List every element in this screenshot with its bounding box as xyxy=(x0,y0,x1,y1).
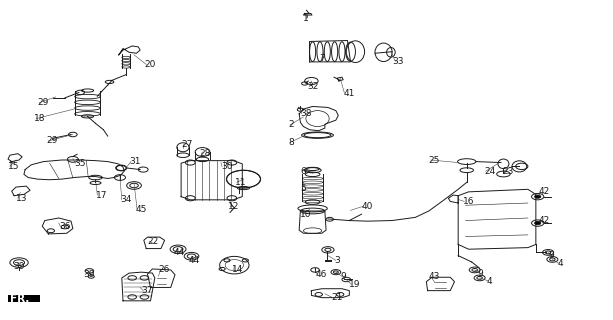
Text: 29: 29 xyxy=(47,136,58,145)
Text: 24: 24 xyxy=(484,167,495,176)
Circle shape xyxy=(535,195,541,198)
Text: 7: 7 xyxy=(319,53,324,62)
Text: 12: 12 xyxy=(228,202,240,211)
Text: 32: 32 xyxy=(308,82,319,91)
Text: 4: 4 xyxy=(557,259,563,268)
Text: 37: 37 xyxy=(142,286,153,295)
Text: 35: 35 xyxy=(74,159,86,168)
Text: 9: 9 xyxy=(478,268,484,278)
Text: 31: 31 xyxy=(129,157,140,166)
Text: 40: 40 xyxy=(362,202,373,211)
Text: 19: 19 xyxy=(349,280,361,289)
Text: 30: 30 xyxy=(221,162,232,171)
Text: 46: 46 xyxy=(316,270,327,279)
Text: FR.: FR. xyxy=(10,293,29,304)
Text: 17: 17 xyxy=(96,190,107,200)
Text: 27: 27 xyxy=(181,140,192,148)
Text: 34: 34 xyxy=(120,195,131,204)
Text: 26: 26 xyxy=(159,265,170,275)
Text: 21: 21 xyxy=(331,293,342,302)
Text: 22: 22 xyxy=(148,237,159,246)
Text: 9: 9 xyxy=(340,272,346,281)
Text: 10: 10 xyxy=(300,210,312,219)
Text: 13: 13 xyxy=(16,194,28,203)
Text: 2: 2 xyxy=(288,120,294,130)
Text: 28: 28 xyxy=(199,149,211,158)
Polygon shape xyxy=(8,295,40,302)
Text: 8: 8 xyxy=(288,138,294,147)
Text: 45: 45 xyxy=(135,205,147,214)
Circle shape xyxy=(535,221,541,225)
Text: 44: 44 xyxy=(188,256,200,265)
Text: 41: 41 xyxy=(343,89,354,98)
Text: 9: 9 xyxy=(548,251,554,260)
Text: 23: 23 xyxy=(502,167,514,176)
Text: 42: 42 xyxy=(539,188,550,196)
Text: 38: 38 xyxy=(300,109,312,118)
Text: 18: 18 xyxy=(34,114,46,123)
Text: 43: 43 xyxy=(429,272,440,281)
Text: 36: 36 xyxy=(59,222,70,231)
Text: 20: 20 xyxy=(145,60,156,69)
Text: 39: 39 xyxy=(83,270,95,279)
Text: 42: 42 xyxy=(539,216,550,225)
Text: 33: 33 xyxy=(392,57,403,66)
Text: 5: 5 xyxy=(300,184,306,193)
Text: 14: 14 xyxy=(232,265,243,275)
Text: 44: 44 xyxy=(173,248,185,257)
Text: 4: 4 xyxy=(487,276,493,285)
Text: 15: 15 xyxy=(8,162,20,171)
Text: 39: 39 xyxy=(13,262,25,271)
Text: 16: 16 xyxy=(462,197,474,206)
Text: 1: 1 xyxy=(303,14,309,23)
Text: 6: 6 xyxy=(300,167,306,176)
Text: 29: 29 xyxy=(37,98,49,107)
Text: 11: 11 xyxy=(235,178,246,187)
Text: 25: 25 xyxy=(429,156,440,164)
Text: 3: 3 xyxy=(334,256,340,265)
